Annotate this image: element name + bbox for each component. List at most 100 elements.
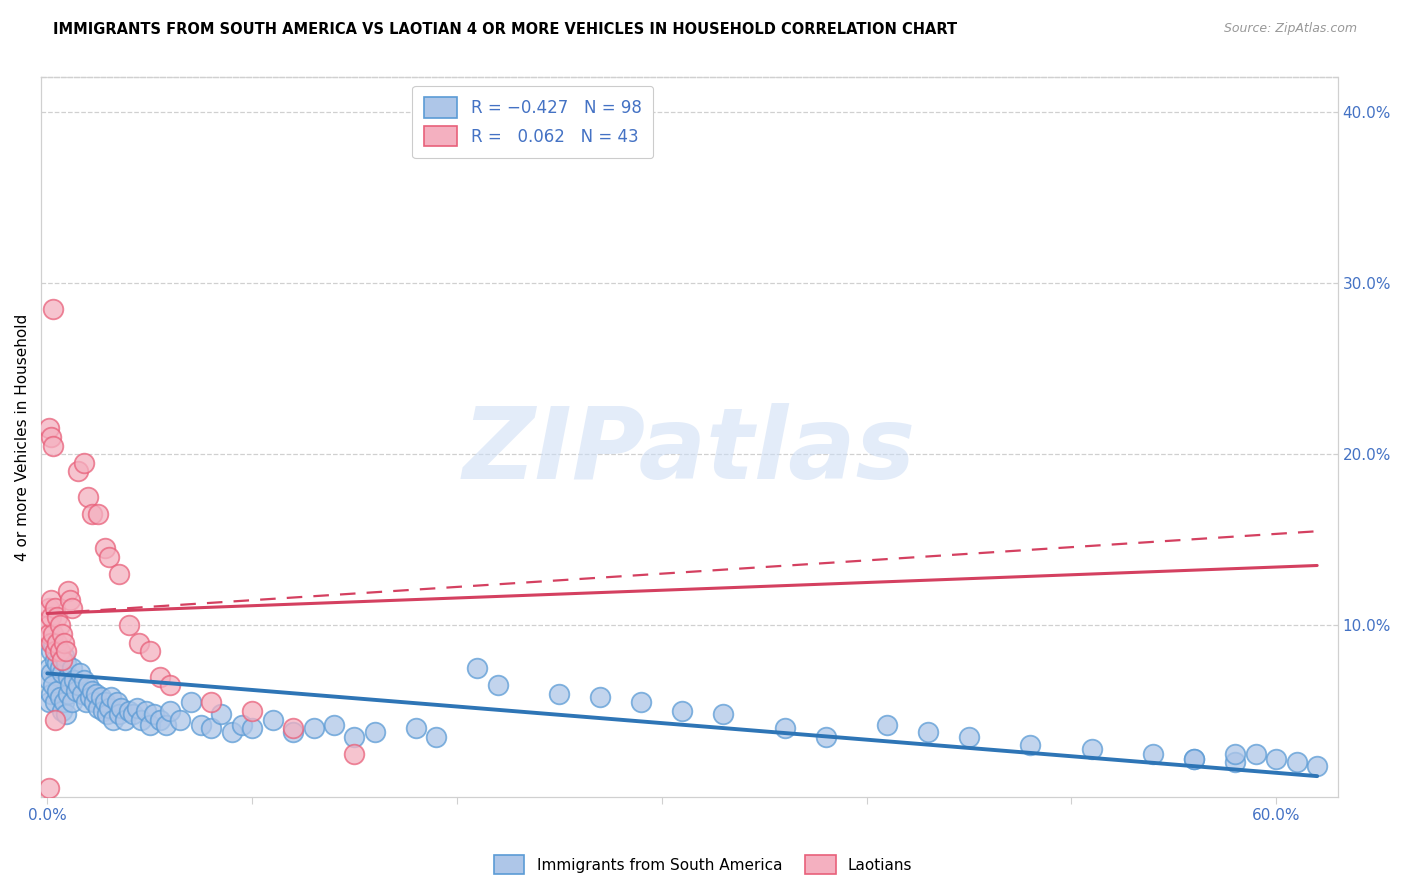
Point: [46, 656, 69, 670]
Point: [118, 704, 141, 718]
Point: [41, 430, 63, 444]
Point: [149, 670, 172, 684]
Point: [48, 661, 70, 675]
Point: [73, 456, 96, 470]
Point: [46, 683, 69, 698]
Point: [79, 690, 101, 705]
Point: [41, 592, 63, 607]
Point: [773, 721, 796, 735]
Point: [83, 696, 105, 710]
Point: [159, 704, 181, 718]
Point: [548, 687, 571, 701]
Point: [87, 700, 110, 714]
Text: IMMIGRANTS FROM SOUTH AMERICA VS LAOTIAN 4 OR MORE VEHICLES IN HOUSEHOLD CORRELA: IMMIGRANTS FROM SOUTH AMERICA VS LAOTIAN…: [53, 22, 957, 37]
Point: [59, 592, 82, 607]
Point: [630, 696, 652, 710]
Point: [281, 721, 304, 735]
Point: [93, 541, 115, 556]
Point: [75, 696, 97, 710]
Point: [1182, 752, 1205, 766]
Point: [73, 673, 96, 688]
Point: [42, 635, 65, 649]
Point: [42, 301, 65, 316]
Point: [876, 718, 898, 732]
Point: [87, 507, 110, 521]
Point: [1285, 756, 1308, 770]
Point: [122, 707, 145, 722]
Point: [51, 627, 73, 641]
Point: [589, 690, 612, 705]
Point: [51, 704, 73, 718]
Point: [1182, 752, 1205, 766]
Point: [41, 610, 63, 624]
Point: [77, 490, 100, 504]
Point: [240, 704, 263, 718]
Point: [1225, 756, 1247, 770]
Point: [180, 696, 202, 710]
Point: [100, 690, 122, 705]
Text: ZIPatlas: ZIPatlas: [463, 403, 915, 500]
Point: [114, 713, 136, 727]
Point: [281, 724, 304, 739]
Point: [302, 721, 325, 735]
Point: [231, 718, 253, 732]
Point: [41, 635, 63, 649]
Point: [66, 678, 89, 692]
Point: [262, 713, 284, 727]
Point: [209, 707, 232, 722]
Y-axis label: 4 or more Vehicles in Household: 4 or more Vehicles in Household: [15, 313, 30, 561]
Point: [44, 644, 66, 658]
Point: [1142, 747, 1164, 761]
Point: [42, 439, 65, 453]
Point: [142, 707, 165, 722]
Legend: Immigrants from South America, Laotians: Immigrants from South America, Laotians: [488, 849, 918, 880]
Point: [56, 584, 79, 599]
Point: [1244, 747, 1267, 761]
Point: [51, 653, 73, 667]
Point: [93, 696, 115, 710]
Point: [108, 567, 131, 582]
Point: [55, 656, 77, 670]
Point: [135, 704, 157, 718]
Point: [48, 618, 70, 632]
Point: [82, 683, 104, 698]
Point: [41, 666, 63, 681]
Point: [917, 724, 939, 739]
Point: [957, 730, 980, 744]
Point: [38, 781, 60, 796]
Point: [42, 627, 65, 641]
Point: [138, 644, 160, 658]
Point: [155, 718, 177, 732]
Point: [711, 707, 734, 722]
Point: [41, 644, 63, 658]
Point: [169, 713, 191, 727]
Point: [38, 696, 60, 710]
Point: [38, 673, 60, 688]
Point: [1306, 759, 1329, 773]
Point: [1225, 747, 1247, 761]
Point: [46, 610, 69, 624]
Point: [38, 601, 60, 615]
Point: [55, 644, 77, 658]
Point: [86, 687, 108, 701]
Point: [97, 700, 120, 714]
Point: [52, 649, 75, 664]
Point: [190, 718, 212, 732]
Point: [48, 690, 70, 705]
Point: [44, 713, 66, 727]
Point: [63, 673, 86, 688]
Point: [41, 687, 63, 701]
Legend: R = −0.427   N = 98, R =   0.062   N = 43: R = −0.427 N = 98, R = 0.062 N = 43: [412, 86, 654, 158]
Point: [56, 670, 79, 684]
Point: [108, 707, 131, 722]
Point: [60, 661, 83, 675]
Point: [70, 687, 93, 701]
Point: [55, 707, 77, 722]
Point: [44, 601, 66, 615]
Point: [65, 683, 87, 698]
Point: [1265, 752, 1288, 766]
Point: [105, 696, 128, 710]
Point: [38, 661, 60, 675]
Point: [110, 700, 132, 714]
Point: [52, 696, 75, 710]
